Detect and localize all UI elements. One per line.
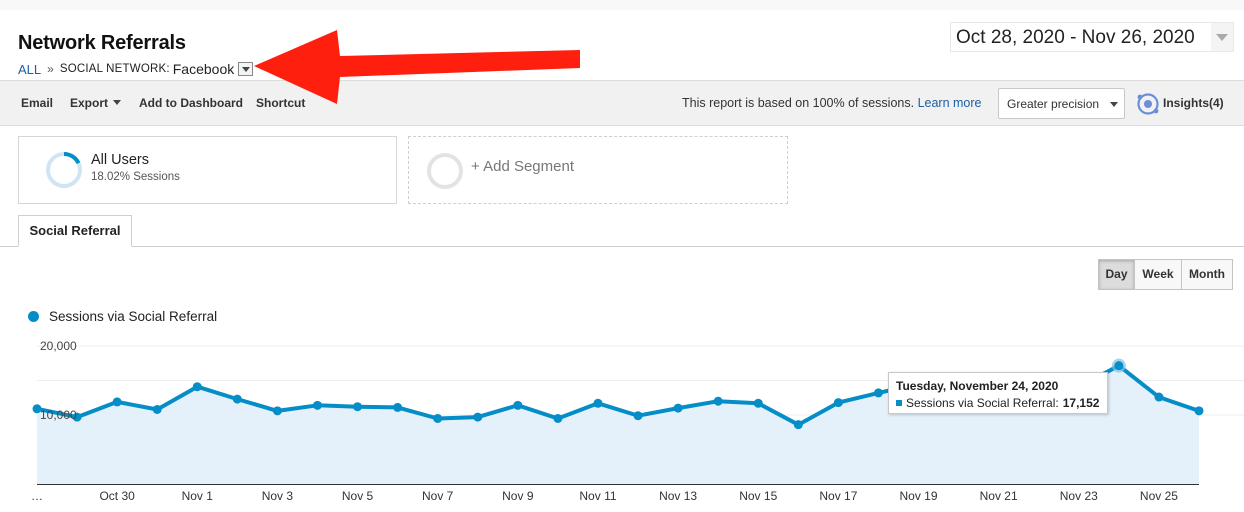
x-tick-label: Nov 7 bbox=[422, 489, 454, 503]
breadcrumb-all-link[interactable]: ALL bbox=[18, 61, 42, 77]
x-tick-label: Nov 5 bbox=[342, 489, 374, 503]
segment-subtitle: 18.02% Sessions bbox=[91, 171, 180, 183]
insights-button[interactable]: Insights(4) bbox=[1136, 92, 1240, 116]
x-tick-label: Nov 19 bbox=[900, 489, 938, 503]
data-point bbox=[353, 402, 363, 412]
data-point bbox=[393, 402, 403, 412]
breadcrumb: ALL » SOCIAL NETWORK: Facebook bbox=[18, 61, 254, 77]
x-tick-label: Nov 11 bbox=[579, 489, 616, 503]
red-arrow-shape bbox=[254, 30, 580, 104]
add-segment-ring-icon bbox=[427, 153, 463, 189]
period-day-button[interactable]: Day bbox=[1098, 259, 1135, 290]
x-tick-label: Nov 1 bbox=[182, 489, 214, 503]
tab-social-referral[interactable]: Social Referral bbox=[18, 215, 132, 247]
red-arrow-annotation bbox=[254, 30, 580, 104]
tooltip-series-swatch bbox=[896, 400, 902, 406]
y-tick-label: 20,000 bbox=[40, 339, 77, 353]
data-point bbox=[152, 404, 162, 414]
tooltip-label: Sessions via Social Referral: bbox=[906, 396, 1059, 410]
report-toolbar: Email Export Add to Dashboard Shortcut T… bbox=[0, 80, 1244, 126]
data-point bbox=[232, 394, 242, 404]
export-button[interactable]: Export bbox=[70, 96, 122, 110]
data-point bbox=[513, 400, 523, 410]
precision-label: Greater precision bbox=[1007, 97, 1100, 111]
x-tick-label: … bbox=[31, 489, 43, 503]
x-tick-label: Nov 9 bbox=[502, 489, 534, 503]
tooltip-value: 17,152 bbox=[1062, 396, 1100, 410]
insights-label: Insights(4) bbox=[1163, 96, 1224, 110]
data-point bbox=[312, 400, 322, 410]
y-tick-label: 10,000 bbox=[40, 408, 77, 422]
breadcrumb-dropdown-icon[interactable] bbox=[238, 62, 254, 76]
x-tick-label: Nov 17 bbox=[819, 489, 857, 503]
x-tick-label: Nov 13 bbox=[659, 489, 697, 503]
sampling-note-text: This report is based on 100% of sessions… bbox=[682, 96, 915, 110]
breadcrumb-separator: » bbox=[47, 62, 54, 76]
email-button[interactable]: Email bbox=[21, 96, 54, 110]
sessions-chart: 10,000 20,000 … Oct 30 Nov 1 Nov 3 Nov 5 Nov 7 N… bbox=[31, 339, 1244, 503]
data-point bbox=[833, 398, 843, 408]
caret-down-icon bbox=[1110, 102, 1118, 107]
data-point bbox=[553, 413, 563, 423]
data-point bbox=[1194, 406, 1204, 416]
page-title: Network Referrals bbox=[18, 32, 186, 54]
data-point bbox=[793, 420, 803, 430]
segment-share-ring-icon bbox=[46, 152, 82, 188]
legend-label: Sessions via Social Referral bbox=[49, 309, 218, 324]
precision-select[interactable]: Greater precision bbox=[998, 88, 1125, 119]
data-point bbox=[192, 382, 202, 392]
data-point bbox=[753, 398, 763, 408]
x-tick-label: Nov 25 bbox=[1140, 489, 1178, 503]
breadcrumb-dimension: SOCIAL NETWORK: bbox=[59, 63, 170, 75]
data-point bbox=[873, 388, 883, 398]
x-tick-label: Nov 23 bbox=[1060, 489, 1098, 503]
data-point bbox=[112, 397, 122, 407]
sampling-note: This report is based on 100% of sessions… bbox=[682, 96, 982, 110]
chevron-down-icon[interactable] bbox=[1211, 23, 1233, 51]
data-point bbox=[433, 413, 443, 423]
segment-title: All Users bbox=[91, 152, 150, 168]
data-point bbox=[673, 403, 683, 413]
add-segment-label: + Add Segment bbox=[471, 158, 574, 175]
data-point bbox=[593, 398, 603, 408]
data-point bbox=[1154, 392, 1164, 402]
data-point bbox=[633, 411, 643, 421]
breadcrumb-facebook: Facebook bbox=[172, 61, 235, 77]
tooltip-title: Tuesday, November 24, 2020 bbox=[896, 379, 1059, 393]
period-week-button[interactable]: Week bbox=[1134, 259, 1182, 290]
data-point bbox=[72, 412, 82, 422]
tab-divider bbox=[0, 246, 1244, 247]
period-month-button[interactable]: Month bbox=[1181, 259, 1233, 290]
x-tick-label: Oct 30 bbox=[99, 489, 135, 503]
data-point bbox=[473, 412, 483, 422]
x-tick-label: Nov 21 bbox=[980, 489, 1018, 503]
top-strip bbox=[0, 0, 1244, 10]
export-label: Export bbox=[70, 96, 109, 110]
data-point bbox=[272, 406, 282, 416]
date-range-picker[interactable]: Oct 28, 2020 - Nov 26, 2020 bbox=[950, 22, 1234, 52]
learn-more-link[interactable]: Learn more bbox=[917, 96, 982, 110]
data-point bbox=[32, 404, 42, 414]
tooltip-line: Sessions via Social Referral: 17,152 bbox=[896, 396, 1099, 410]
add-segment-button[interactable]: + Add Segment bbox=[408, 136, 788, 204]
insights-icon bbox=[1137, 93, 1159, 115]
x-tick-label: Nov 3 bbox=[262, 489, 294, 503]
shortcut-button[interactable]: Shortcut bbox=[256, 96, 306, 110]
chart-legend: Sessions via Social Referral bbox=[28, 309, 217, 324]
data-point bbox=[1114, 361, 1124, 371]
chart-tooltip: Tuesday, November 24, 2020 Sessions via … bbox=[888, 372, 1108, 414]
add-to-dashboard-button[interactable]: Add to Dashboard bbox=[139, 96, 243, 110]
segment-all-users[interactable]: All Users 18.02% Sessions bbox=[18, 136, 397, 204]
legend-dot-icon bbox=[28, 311, 39, 322]
date-range-label: Oct 28, 2020 - Nov 26, 2020 bbox=[956, 27, 1195, 48]
x-tick-label: Nov 15 bbox=[739, 489, 777, 503]
data-point bbox=[713, 396, 723, 406]
caret-down-icon bbox=[113, 100, 122, 105]
